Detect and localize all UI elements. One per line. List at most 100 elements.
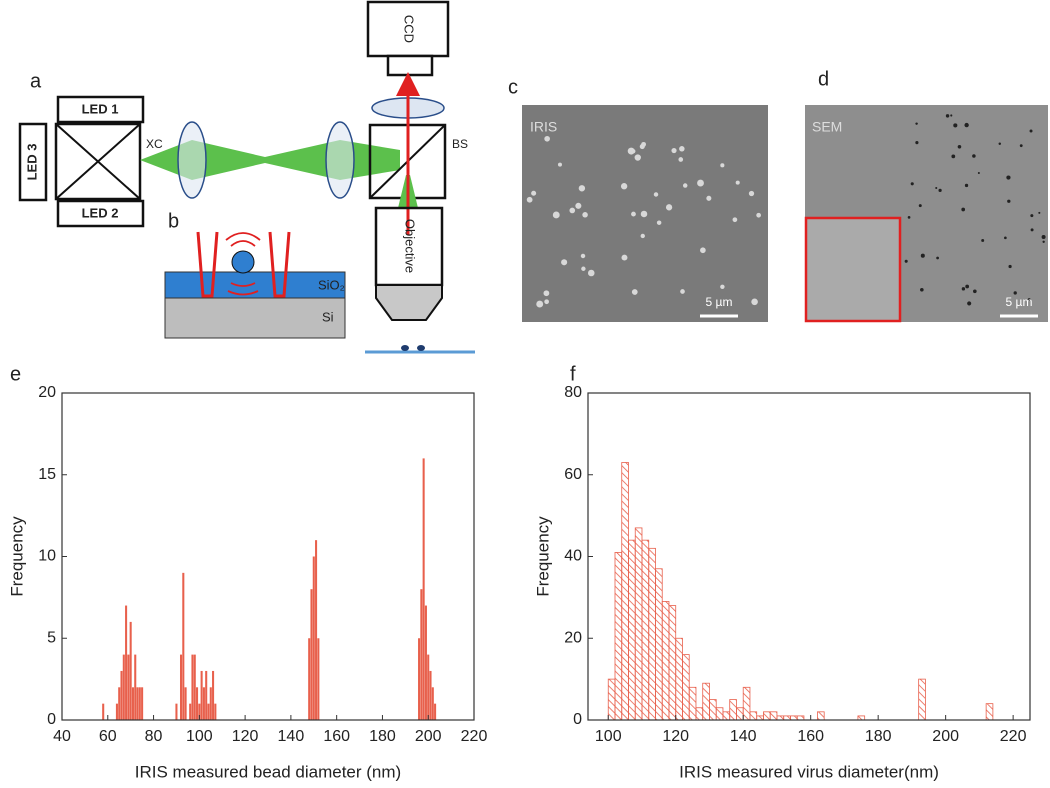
speckle	[665, 204, 673, 211]
speckle	[953, 123, 958, 128]
speckle	[582, 212, 588, 218]
panel-label: d	[818, 68, 829, 90]
bar	[129, 621, 132, 720]
speckle	[543, 290, 550, 297]
bar	[817, 711, 825, 721]
led-label: LED 3	[24, 144, 39, 181]
bar	[918, 678, 926, 721]
speckle	[640, 233, 645, 239]
bar	[661, 601, 670, 721]
bar	[184, 687, 187, 720]
speckle	[904, 259, 908, 263]
bar	[122, 654, 125, 720]
x-tick-label: 160	[797, 728, 824, 745]
speckle	[1007, 199, 1011, 203]
bar	[668, 605, 677, 721]
y-tick-label: 60	[564, 466, 582, 483]
bar	[136, 687, 139, 720]
x-axis-label: IRIS measured bead diameter (nm)	[135, 762, 401, 781]
y-tick-label: 10	[38, 548, 56, 565]
speckle	[935, 186, 938, 190]
particle	[401, 345, 409, 351]
bar	[769, 711, 778, 721]
speckle	[720, 284, 725, 290]
bar	[648, 547, 656, 721]
objective-label: Objective	[403, 219, 418, 273]
bar	[702, 682, 710, 721]
x-tick-label: 60	[99, 728, 117, 745]
bar	[198, 703, 201, 720]
bar	[125, 605, 128, 720]
panel-label: b	[168, 210, 179, 232]
bar	[621, 462, 629, 721]
speckle	[748, 190, 755, 197]
speckle	[1038, 211, 1041, 214]
speckle	[961, 287, 966, 291]
bar	[102, 703, 105, 720]
speckle	[972, 154, 976, 158]
speckle	[526, 196, 533, 203]
speckle	[544, 299, 549, 305]
x-tick-label: 40	[53, 728, 71, 745]
image-dots	[526, 135, 761, 308]
speckle	[977, 171, 980, 175]
bar	[729, 699, 737, 721]
speckle	[964, 122, 969, 128]
speckle	[544, 135, 550, 142]
y-tick-label: 20	[564, 629, 582, 646]
bar	[749, 711, 758, 721]
bar	[709, 699, 717, 721]
speckle	[678, 157, 684, 162]
speckle	[918, 204, 922, 208]
x-tick-label: 180	[369, 728, 396, 745]
speckle	[634, 154, 641, 161]
x-tick-label: 200	[932, 728, 959, 745]
panel-label: c	[508, 76, 518, 98]
scatter-wave	[225, 232, 261, 296]
bar	[796, 715, 805, 721]
speckle	[578, 185, 586, 192]
speckle	[756, 212, 761, 218]
speckle	[536, 300, 544, 308]
panel-label: a	[30, 70, 42, 92]
bar	[315, 540, 318, 720]
speckle	[920, 288, 924, 292]
speckle	[751, 298, 758, 306]
x-tick-label: 80	[145, 728, 163, 745]
bar	[202, 687, 205, 720]
speckle	[561, 259, 568, 266]
bar	[141, 687, 144, 720]
bar	[783, 715, 791, 721]
led-label: LED 1	[82, 101, 119, 116]
speckle	[1008, 264, 1012, 269]
y-axis-label: Frequency	[533, 516, 552, 597]
speckle	[998, 142, 1002, 145]
y-tick-label: 40	[564, 548, 582, 565]
bar	[310, 589, 313, 720]
speckle	[700, 247, 706, 254]
speckle	[620, 183, 628, 190]
bar	[205, 670, 208, 720]
speckle	[951, 154, 956, 159]
bar	[131, 687, 134, 720]
x-tick-label: 220	[461, 728, 488, 745]
panel-label: f	[570, 363, 576, 385]
bar	[182, 572, 185, 720]
speckle	[569, 207, 576, 214]
particle	[231, 250, 255, 274]
speckle	[1029, 129, 1033, 133]
bar	[655, 568, 663, 721]
bar	[138, 687, 141, 720]
ccd-box	[366, 0, 450, 58]
bar	[756, 715, 764, 721]
speckle	[1030, 214, 1034, 218]
speckle	[732, 217, 738, 223]
bar	[193, 654, 196, 720]
scale-label: 5 µm	[1006, 295, 1033, 309]
y-tick-label: 15	[38, 466, 56, 483]
bar	[688, 686, 697, 721]
x-tick-label: 120	[662, 728, 689, 745]
bar	[127, 654, 130, 720]
bar	[628, 539, 636, 721]
